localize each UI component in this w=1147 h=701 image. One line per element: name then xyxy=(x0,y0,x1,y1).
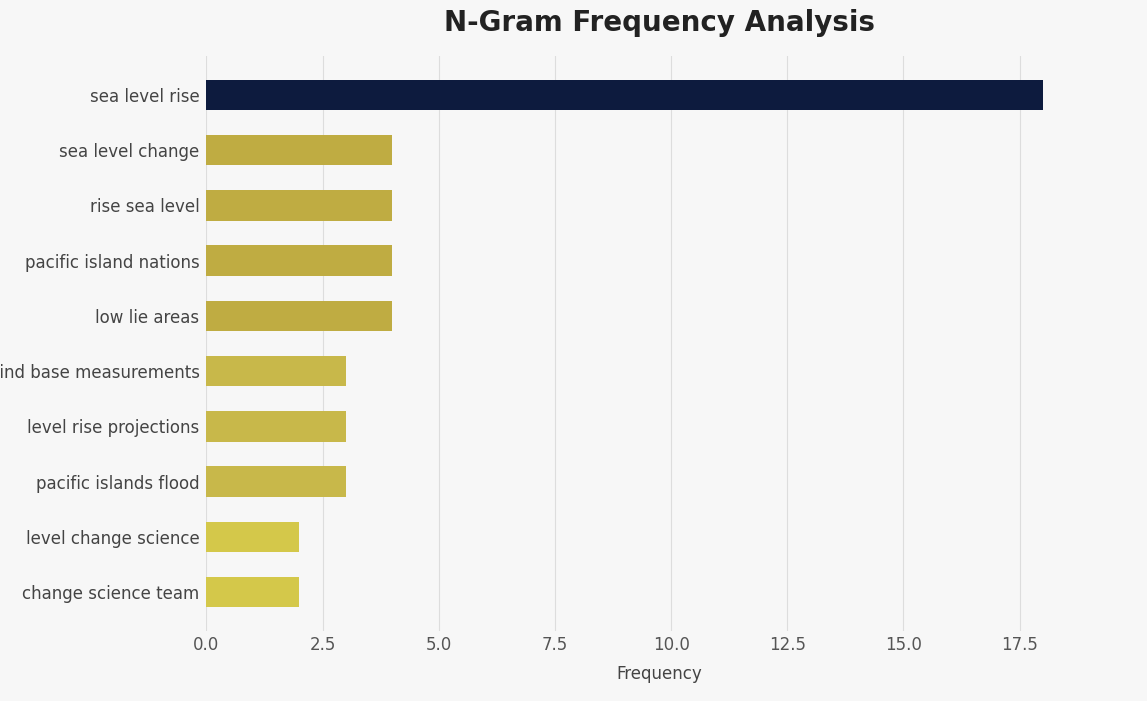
Bar xyxy=(206,411,346,442)
Bar xyxy=(206,80,1043,110)
Bar xyxy=(206,135,392,165)
Bar xyxy=(206,301,392,331)
Bar xyxy=(206,356,346,386)
Bar xyxy=(206,245,392,275)
Bar xyxy=(206,190,392,221)
Bar xyxy=(206,522,299,552)
Title: N-Gram Frequency Analysis: N-Gram Frequency Analysis xyxy=(444,9,875,37)
Bar xyxy=(206,577,299,607)
Bar xyxy=(206,466,346,497)
X-axis label: Frequency: Frequency xyxy=(617,665,702,683)
